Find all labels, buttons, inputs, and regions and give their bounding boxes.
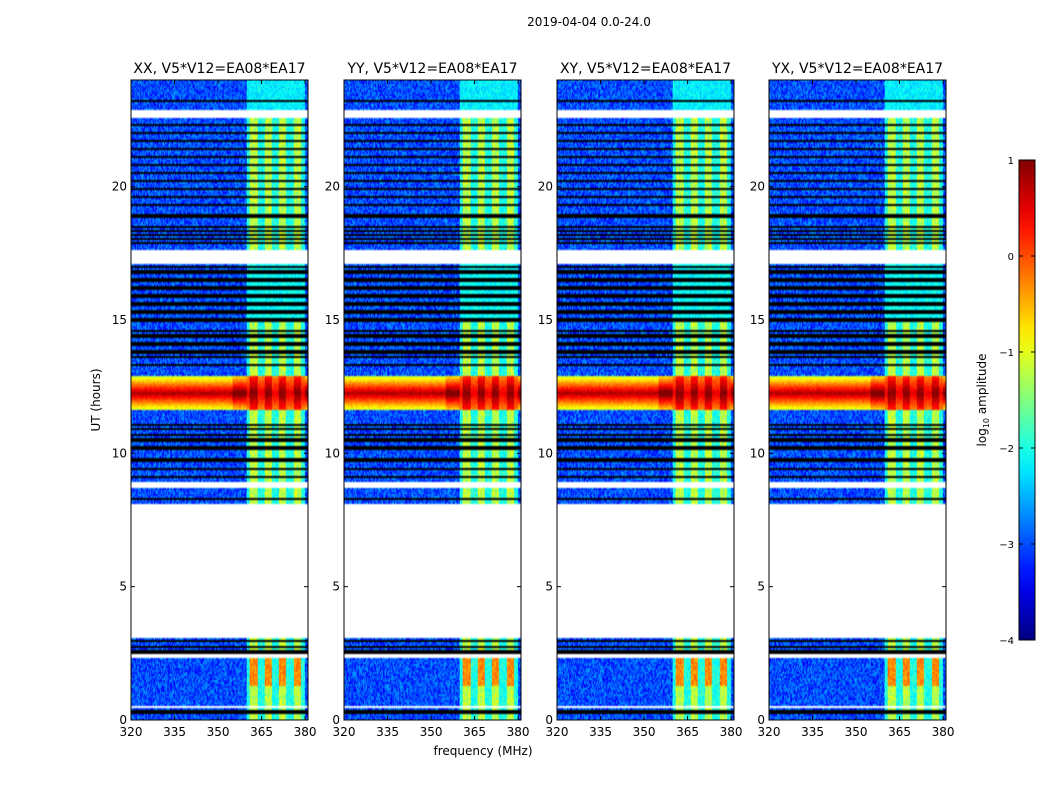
panel-3: YX, V5*V12=EA08*EA17 320 335 350 365 380 0 5 10 1… [750,61,955,739]
panel-heatmap [344,80,521,720]
panel-heatmap [557,80,734,720]
y-tick-label: 5 [119,580,127,594]
panel-frame [343,79,522,721]
y-tick-label: 10 [112,446,127,460]
colorbar-label: log10 amplitude [975,354,991,447]
y-tick-label: 15 [750,313,765,327]
x-tick-label: 335 [801,725,824,739]
x-tick-label: 365 [888,725,911,739]
colorbar-label-tail: amplitude [975,354,989,418]
y-tick-label: 20 [750,180,765,194]
x-tick-label: 335 [589,725,612,739]
y-tick-label: 5 [332,580,340,594]
colorbar: −4 −3 −2 −1 0 1 [999,156,1036,647]
x-tick-label: 335 [376,725,399,739]
y-tick-label: 10 [538,446,553,460]
colorbar-tick-label: 1 [1008,156,1014,167]
x-tick-label: 350 [633,725,656,739]
x-tick-label: 380 [294,725,317,739]
x-tick-label: 350 [420,725,443,739]
x-tick-label: 380 [507,725,530,739]
panel-heatmap [769,80,946,720]
x-tick-label: 350 [207,725,230,739]
x-axis-label: frequency (MHz) [433,744,532,758]
x-tick-label: 380 [932,725,955,739]
y-tick-label: 5 [757,580,765,594]
x-tick-label: 320 [333,725,356,739]
x-tick-label: 320 [546,725,569,739]
colorbar-tick-label: −1 [999,348,1014,359]
colorbar-gradient [1018,159,1036,641]
x-tick-label: 350 [845,725,868,739]
y-tick-label: 0 [757,713,765,727]
x-tick-label: 380 [720,725,743,739]
panel-0: XX, V5*V12=EA08*EA17 320 335 350 365 380 0 5 10 1… [112,61,317,739]
x-tick-label: 320 [758,725,781,739]
y-tick-label: 5 [545,580,553,594]
panel-title: XY, V5*V12=EA08*EA17 [560,61,731,77]
colorbar-label-sub: 10 [982,418,991,428]
panel-2: XY, V5*V12=EA08*EA17 320 335 350 365 380 0 5 10 1… [538,61,743,739]
x-tick-label: 365 [676,725,699,739]
panel-title: YY, V5*V12=EA08*EA17 [346,61,517,77]
x-tick-label: 335 [163,725,186,739]
x-tick-label: 320 [120,725,143,739]
panel-1: YY, V5*V12=EA08*EA17 320 335 350 365 380 0 5 10 1… [325,61,530,739]
figure-suptitle: 2019-04-04 0.0-24.0 [527,15,651,29]
y-tick-label: 10 [325,446,340,460]
y-tick-label: 15 [538,313,553,327]
y-tick-label: 20 [112,180,127,194]
panel-title: YX, V5*V12=EA08*EA17 [771,61,943,77]
colorbar-tick-label: −2 [999,444,1014,455]
y-tick-label: 0 [119,713,127,727]
y-tick-label: 10 [750,446,765,460]
panels-group: XX, V5*V12=EA08*EA17 320 335 350 365 380 0 5 10 1… [112,61,955,739]
panel-frame [130,79,309,721]
y-tick-label: 15 [112,313,127,327]
x-tick-label: 365 [250,725,273,739]
y-tick-label: 20 [325,180,340,194]
y-axis-label: UT (hours) [89,368,103,431]
x-tick-label: 365 [463,725,486,739]
colorbar-tick-label: 0 [1008,252,1014,263]
colorbar-label-log: log [975,428,989,446]
colorbar-tick-label: −4 [999,636,1014,647]
y-tick-label: 0 [332,713,340,727]
y-tick-label: 0 [545,713,553,727]
y-tick-label: 15 [325,313,340,327]
colorbar-tick-label: −3 [999,540,1014,551]
panel-title: XX, V5*V12=EA08*EA17 [133,61,305,77]
panel-frame [556,79,735,721]
y-tick-label: 20 [538,180,553,194]
panel-frame [768,79,947,721]
panel-heatmap [131,80,308,720]
